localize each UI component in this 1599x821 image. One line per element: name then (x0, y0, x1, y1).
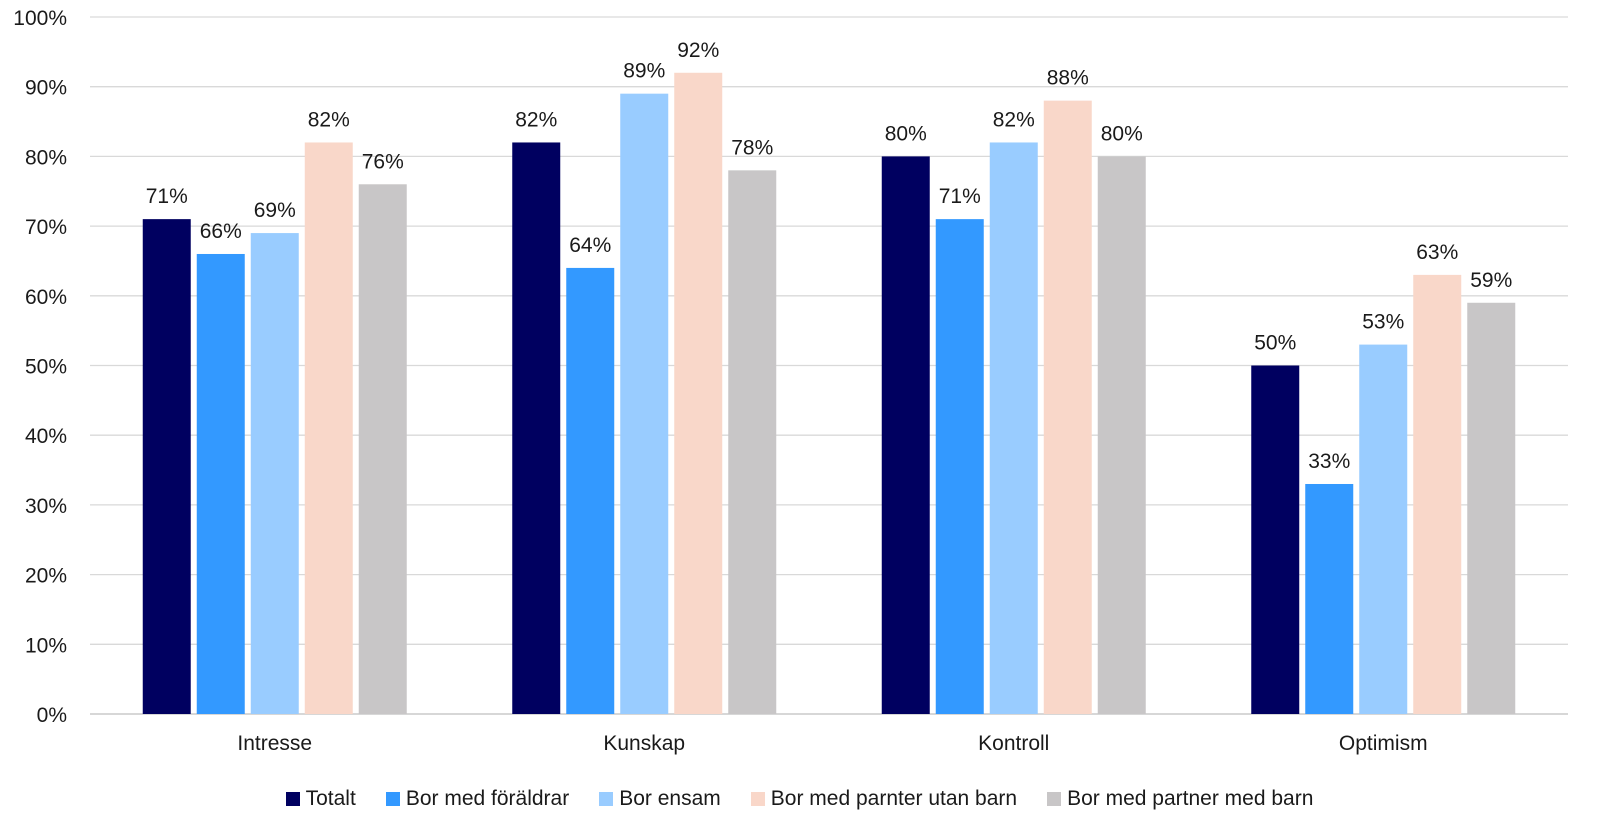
legend-swatch (285, 792, 300, 806)
bar (728, 170, 777, 715)
legend-label: Bor med parnter utan barn (770, 787, 1018, 810)
y-tick-label: 50% (25, 356, 67, 379)
legend-label: Bor ensam (619, 787, 721, 810)
data-label: 63% (1416, 241, 1458, 264)
bar (1413, 274, 1462, 714)
data-label: 33% (1308, 450, 1350, 473)
bar (1305, 483, 1354, 714)
bar (250, 233, 299, 714)
data-label: 71% (146, 185, 188, 208)
bar (935, 219, 984, 714)
x-category-label: Optimism (1339, 732, 1428, 755)
data-label: 82% (993, 108, 1035, 131)
y-tick-label: 70% (25, 216, 67, 239)
data-label: 71% (939, 185, 981, 208)
bar (989, 142, 1038, 714)
legend-label: Bor med partner med barn (1067, 787, 1314, 810)
y-tick-label: 20% (25, 565, 67, 588)
legend-swatch (1047, 792, 1062, 806)
legend: Totalt Bor med föräldrar Bor ensam Bor med … (0, 783, 1599, 815)
bar (512, 142, 561, 714)
y-tick-label: 90% (25, 77, 67, 100)
bar (1043, 100, 1092, 714)
data-label: 66% (200, 220, 242, 243)
legend-label: Bor med föräldrar (405, 787, 570, 810)
y-axis-ticks: 0% 10% 20% 30% 40% 50% 60% 70% 80% 90% 100% (13, 7, 67, 727)
bar-chart: 0% 10% 20% 30% 40% 50% 60% 70% 80% 90% 100% 71% 66%… (13, 7, 1568, 755)
y-tick-label: 0% (37, 704, 67, 727)
x-axis-categories: Intresse Kunskap Kontroll Optimism (237, 732, 1427, 755)
data-label: 80% (885, 122, 927, 145)
y-tick-label: 60% (25, 286, 67, 309)
legend-label: Totalt (305, 787, 356, 810)
legend-swatch (599, 792, 614, 806)
x-category-label: Kontroll (978, 732, 1049, 755)
data-label: 76% (362, 150, 404, 173)
bar (1359, 344, 1408, 714)
legend-item: Bor med partner med barn (1047, 787, 1313, 811)
data-label: 78% (731, 136, 773, 159)
data-label: 82% (308, 108, 350, 131)
y-tick-label: 100% (13, 7, 67, 30)
bar (620, 93, 669, 715)
bar (1467, 302, 1516, 714)
y-tick-label: 80% (25, 146, 67, 169)
data-label: 82% (515, 108, 557, 131)
bar (566, 267, 615, 714)
legend-item: Bor ensam (599, 787, 721, 811)
x-category-label: Kunskap (603, 732, 685, 755)
y-tick-label: 10% (25, 634, 67, 657)
data-label: 53% (1362, 311, 1404, 334)
legend-swatch (385, 792, 400, 806)
legend-item: Totalt (285, 787, 356, 811)
data-label: 50% (1254, 332, 1296, 355)
data-labels: 71% 66% 69% 82% 76% 82% 64% 89% 92% 78% 80% 71% 82% 8… (146, 39, 1513, 473)
data-label: 88% (1047, 67, 1089, 90)
bar (674, 72, 723, 714)
data-label: 59% (1470, 269, 1512, 292)
bar (196, 253, 245, 715)
data-label: 80% (1101, 122, 1143, 145)
data-label: 89% (623, 60, 665, 83)
data-label: 92% (677, 39, 719, 62)
bar (881, 156, 930, 714)
data-label: 69% (254, 199, 296, 222)
bars (142, 72, 1516, 715)
legend-item: Bor med parnter utan barn (750, 787, 1018, 811)
legend-swatch (750, 792, 765, 806)
bar (358, 184, 407, 714)
legend-item: Bor med föräldrar (385, 787, 570, 811)
bar (142, 219, 191, 714)
y-tick-label: 30% (25, 495, 67, 518)
bar (1097, 156, 1146, 714)
bar (1251, 365, 1300, 714)
bar (304, 142, 353, 714)
y-tick-label: 40% (25, 425, 67, 448)
x-category-label: Intresse (237, 732, 312, 755)
data-label: 64% (569, 234, 611, 257)
